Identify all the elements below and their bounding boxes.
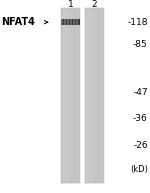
Text: -36: -36: [133, 114, 148, 123]
Bar: [61, 19, 80, 25]
Text: -118: -118: [127, 18, 148, 27]
Bar: [61, 8, 80, 183]
Text: -85: -85: [133, 40, 148, 49]
Text: 2: 2: [92, 0, 97, 9]
Text: -47: -47: [133, 88, 148, 97]
Text: -26: -26: [133, 141, 148, 150]
Text: (kD): (kD): [130, 165, 148, 174]
Bar: [85, 8, 104, 183]
Text: NFAT4: NFAT4: [2, 17, 35, 27]
Text: 1: 1: [68, 0, 73, 9]
